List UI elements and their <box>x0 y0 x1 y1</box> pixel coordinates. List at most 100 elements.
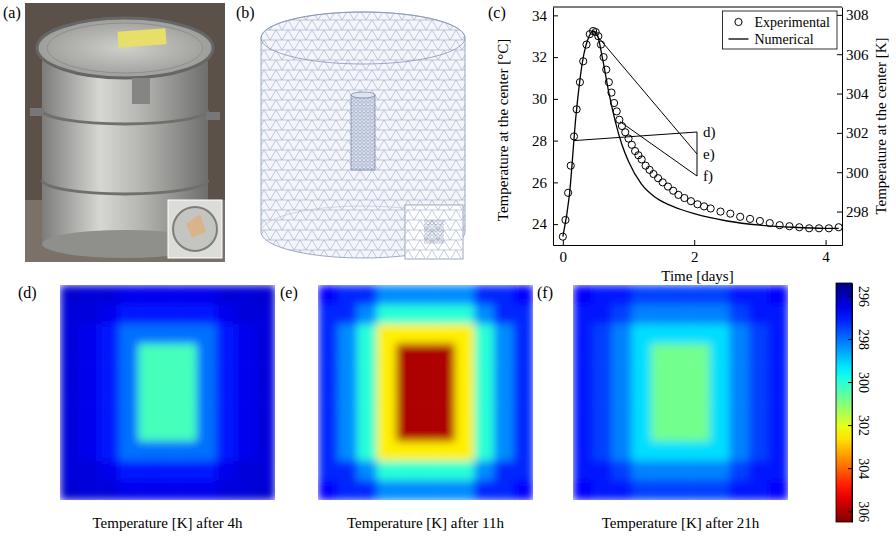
heatmap-cell <box>710 422 730 442</box>
heatmap-cell <box>216 441 236 461</box>
heatmap-cell <box>593 461 613 481</box>
heatmap-cell <box>80 363 100 383</box>
heatmap-cell <box>197 402 217 422</box>
heatmap-cell <box>494 441 514 461</box>
heatmap-cell <box>60 422 80 442</box>
heatmap-cell <box>318 344 338 364</box>
heatmap-cell <box>729 324 749 344</box>
heatmap-cell <box>632 480 652 500</box>
heatmap-cell <box>377 480 397 500</box>
photo-panel <box>25 3 225 262</box>
heatmap-cell <box>99 305 119 325</box>
heatmap-cell <box>749 480 769 500</box>
tick: 296 <box>848 286 871 307</box>
heatmap-cell <box>177 363 197 383</box>
heatmap-cell <box>338 344 358 364</box>
heatmap-cell <box>99 285 119 305</box>
heatmap-cell <box>416 480 436 500</box>
heatmap-cell <box>749 344 769 364</box>
heatmap-cell <box>377 461 397 481</box>
heatmap-cell <box>416 324 436 344</box>
plot-frame <box>553 7 842 8</box>
heatmap-cell <box>99 402 119 422</box>
tick: 298 <box>837 204 869 220</box>
heatmap-cell <box>338 363 358 383</box>
tick: 4 <box>822 240 830 265</box>
heatmap-cell <box>119 344 139 364</box>
heatmap-cell <box>236 285 256 305</box>
heatmap-cell <box>671 480 691 500</box>
heatmap-cell <box>632 441 652 461</box>
heatmap-cell <box>396 363 416 383</box>
heatmap-cell <box>377 324 397 344</box>
tick-mark <box>848 296 852 297</box>
heatmap-cell <box>573 305 593 325</box>
heatmap-cell <box>573 363 593 383</box>
inset-ring <box>173 207 217 251</box>
heatmap-cell <box>729 480 749 500</box>
heatmap-cell <box>197 441 217 461</box>
heatmap-cell <box>729 285 749 305</box>
heatmap-cell <box>729 461 749 481</box>
data-point <box>646 166 653 173</box>
heatmap-cell <box>99 363 119 383</box>
heatmap-cell <box>99 383 119 403</box>
heatmap-cell <box>177 305 197 325</box>
tick-mark <box>848 468 852 469</box>
heatmap-cell <box>671 324 691 344</box>
data-point <box>654 175 661 182</box>
heatmap-cell <box>671 363 691 383</box>
tick-mark <box>837 172 842 173</box>
heatmap-cell <box>513 305 533 325</box>
heatmap-cell <box>710 363 730 383</box>
heatmap-cell <box>60 324 80 344</box>
heatmap-cell <box>690 285 710 305</box>
heatmap-cell <box>513 363 533 383</box>
heatmap-cell <box>357 402 377 422</box>
tick-label: 2 <box>691 249 699 265</box>
tick-mark <box>848 511 852 512</box>
heatmap <box>60 285 275 500</box>
data-point <box>565 189 572 196</box>
tick: 26 <box>532 175 558 191</box>
heatmap-cell <box>177 285 197 305</box>
heatmap-cell <box>357 480 377 500</box>
tick-label: 296 <box>856 286 871 307</box>
panel-label: (f) <box>537 284 553 302</box>
heatmap-cell <box>474 441 494 461</box>
heatmap-cell <box>177 480 197 500</box>
tick: 306 <box>848 501 871 522</box>
panel-label: (b) <box>236 4 255 22</box>
heatmap-cell <box>80 344 100 364</box>
tick-label: 302 <box>846 125 869 141</box>
heatmap-cell <box>318 305 338 325</box>
tick-mark <box>553 141 558 142</box>
barrel-lid-rim <box>47 23 203 73</box>
heatmap-cell <box>357 344 377 364</box>
heatmap-cell <box>158 402 178 422</box>
heatmap-cell <box>80 305 100 325</box>
heatmap-cell <box>474 461 494 481</box>
mesh-inset-fine <box>424 220 444 244</box>
tick-mark <box>837 212 842 213</box>
heatmap-cell <box>729 305 749 325</box>
heatmap-cell <box>236 305 256 325</box>
heatmap-cell <box>318 324 338 344</box>
panel-label: (d) <box>18 284 37 302</box>
barrel-rib <box>42 180 208 194</box>
heatmap-cell <box>255 324 275 344</box>
annotation-label: e) <box>703 146 715 163</box>
tick-mark <box>694 240 695 245</box>
heatmap-cell <box>710 441 730 461</box>
heatmap-cell <box>255 422 275 442</box>
heatmap-cell <box>236 344 256 364</box>
heatmap-cell <box>768 344 788 364</box>
heatmap-cell <box>177 402 197 422</box>
heatmap-cell <box>612 285 632 305</box>
heatmap-cell <box>593 441 613 461</box>
heatmap-cell <box>749 441 769 461</box>
mesh-top <box>261 12 465 64</box>
tick-label: 28 <box>532 133 547 149</box>
heatmap-cell <box>632 422 652 442</box>
heatmap-cell <box>455 402 475 422</box>
